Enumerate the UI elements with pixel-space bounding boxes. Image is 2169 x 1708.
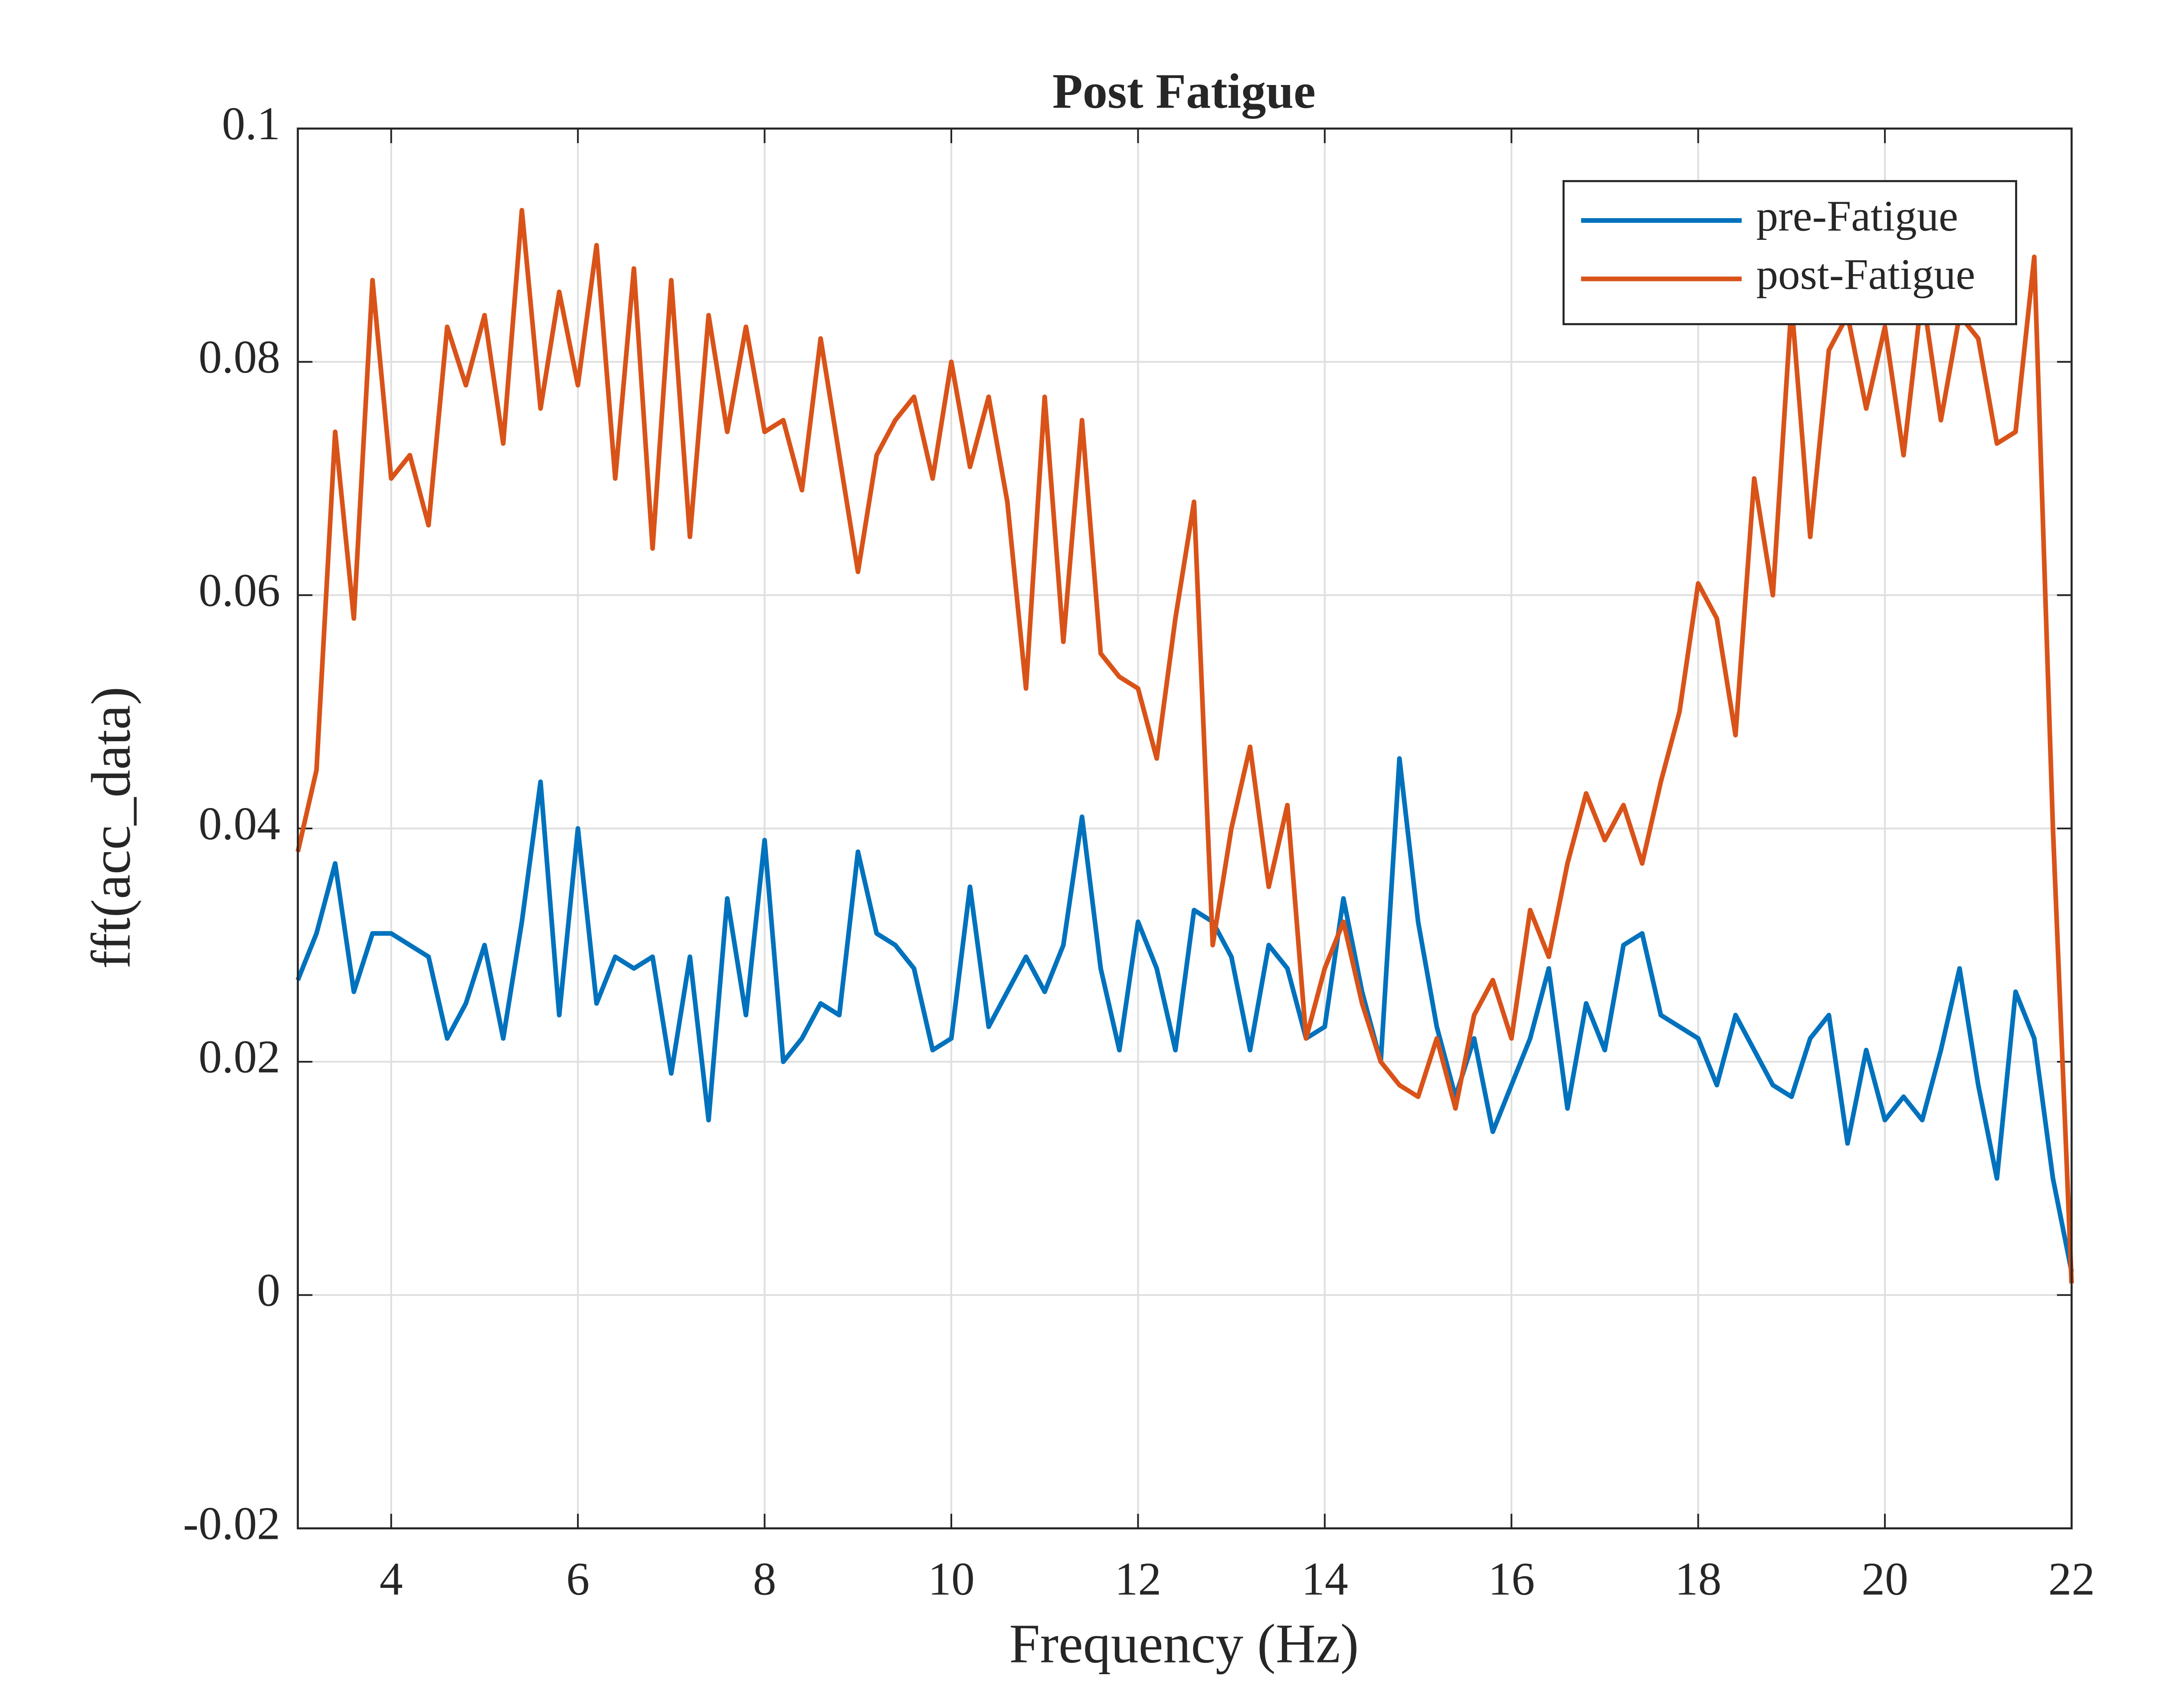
x-tick-label: 10: [928, 1553, 975, 1605]
x-tick-label: 18: [1675, 1553, 1722, 1605]
axes-box: [297, 128, 2073, 1530]
x-tick-label: 4: [380, 1553, 403, 1605]
x-tick-label: 22: [2048, 1553, 2095, 1605]
legend-label: post-Fatigue: [1756, 250, 1976, 298]
y-tick-label: 0.04: [199, 798, 280, 850]
y-tick-label: 0.1: [222, 98, 281, 150]
x-axis-label: Frequency (Hz): [1009, 1613, 1359, 1674]
x-tick-label: 16: [1488, 1553, 1535, 1605]
x-tick-label: 20: [1861, 1553, 1908, 1605]
legend: pre-Fatigue post-Fatigue: [1562, 180, 2017, 325]
chart-title: Post Fatigue: [1052, 64, 1316, 119]
data-line: [295, 208, 2074, 1284]
x-tick-label: 6: [566, 1553, 590, 1605]
x-tick-label: 14: [1301, 1553, 1348, 1605]
legend-box: [1562, 180, 2017, 325]
data-line: [295, 756, 2074, 1273]
y-tick-label: 0.06: [199, 565, 280, 616]
y-tick-label: 0.08: [199, 331, 280, 383]
y-axis-label: fft(acc_data): [80, 687, 142, 969]
x-tick-label: 8: [753, 1553, 777, 1605]
y-tick-label: -0.02: [183, 1498, 280, 1550]
legend-label: pre-Fatigue: [1756, 192, 1958, 240]
y-tick-label: 0: [257, 1265, 280, 1316]
x-tick-label: 12: [1115, 1553, 1162, 1605]
y-tick-label: 0.02: [199, 1031, 280, 1083]
